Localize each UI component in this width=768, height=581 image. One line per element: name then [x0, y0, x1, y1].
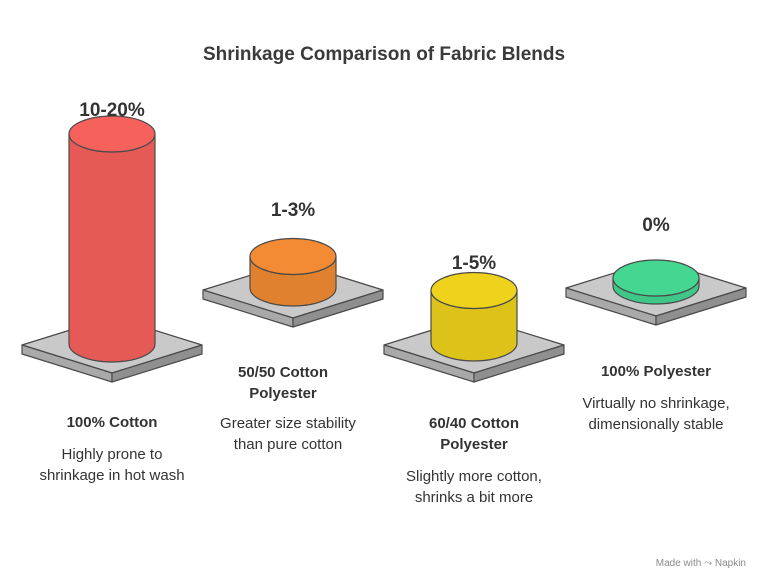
bar-top-polyester — [612, 259, 700, 297]
description-6040: Slightly more cotton, shrinks a bit more — [406, 468, 542, 506]
platform-right-polyester — [655, 287, 747, 326]
chart-title: Shrinkage Comparison of Fabric Blends — [202, 44, 566, 65]
category-label-cotton: 100% Cotton — [66, 414, 158, 431]
description-5050: Greater size stability than pure cotton — [220, 415, 356, 453]
category-label-6040: 60/40 Cotton Polyester — [428, 415, 519, 453]
bar-top-5050 — [249, 237, 337, 276]
bar-top-cotton — [68, 115, 156, 153]
description-polyester: Virtually no shrinkage, dimensionally st… — [582, 395, 730, 433]
platform-right-cotton — [111, 344, 203, 383]
value-label-cotton: 10-20% — [79, 100, 145, 121]
platform-right-5050 — [292, 289, 384, 328]
bar-top-6040 — [430, 271, 518, 310]
value-label-6040: 1-5% — [451, 253, 497, 274]
category-label-5050: 50/50 Cotton Polyester — [237, 364, 328, 402]
value-label-5050: 1-3% — [270, 200, 316, 221]
platform-right-6040 — [473, 344, 565, 383]
description-cotton: Highly prone to shrinkage in hot wash — [39, 446, 185, 484]
watermark: Made with ⤳ Napkin — [655, 558, 746, 569]
value-label-polyester: 0% — [642, 215, 670, 236]
bar-cotton — [68, 133, 156, 363]
category-label-polyester: 100% Polyester — [600, 363, 712, 380]
